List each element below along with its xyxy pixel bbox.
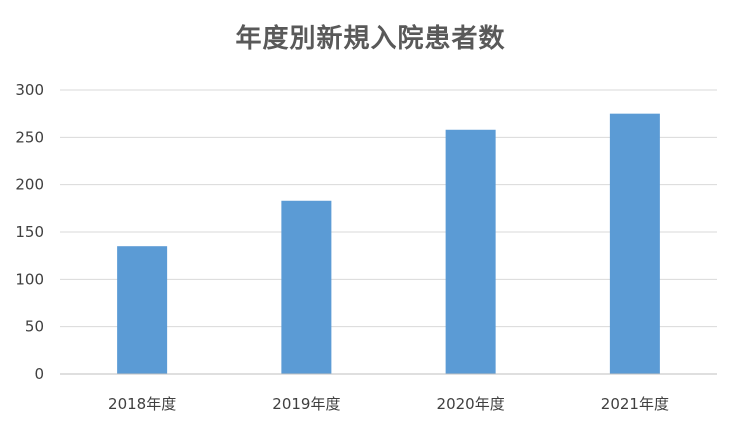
x-tick-label: 2020年度	[437, 395, 505, 413]
bar-2021年度	[609, 113, 660, 375]
y-tick-label: 150	[15, 223, 44, 241]
x-tick-label: 2021年度	[601, 395, 669, 413]
x-tick-label: 2018年度	[108, 395, 176, 413]
bar-2019年度	[281, 200, 332, 374]
y-tick-label: 200	[15, 176, 44, 194]
y-tick-label: 0	[34, 365, 44, 383]
bar-2018年度	[117, 246, 168, 374]
bar-2020年度	[445, 129, 496, 374]
y-tick-label: 100	[15, 270, 44, 288]
y-tick-label: 300	[15, 81, 44, 99]
chart-title: 年度別新規入院患者数	[235, 24, 506, 54]
y-tick-label: 50	[25, 318, 44, 336]
y-tick-label: 250	[15, 128, 44, 146]
x-tick-label: 2019年度	[272, 395, 340, 413]
